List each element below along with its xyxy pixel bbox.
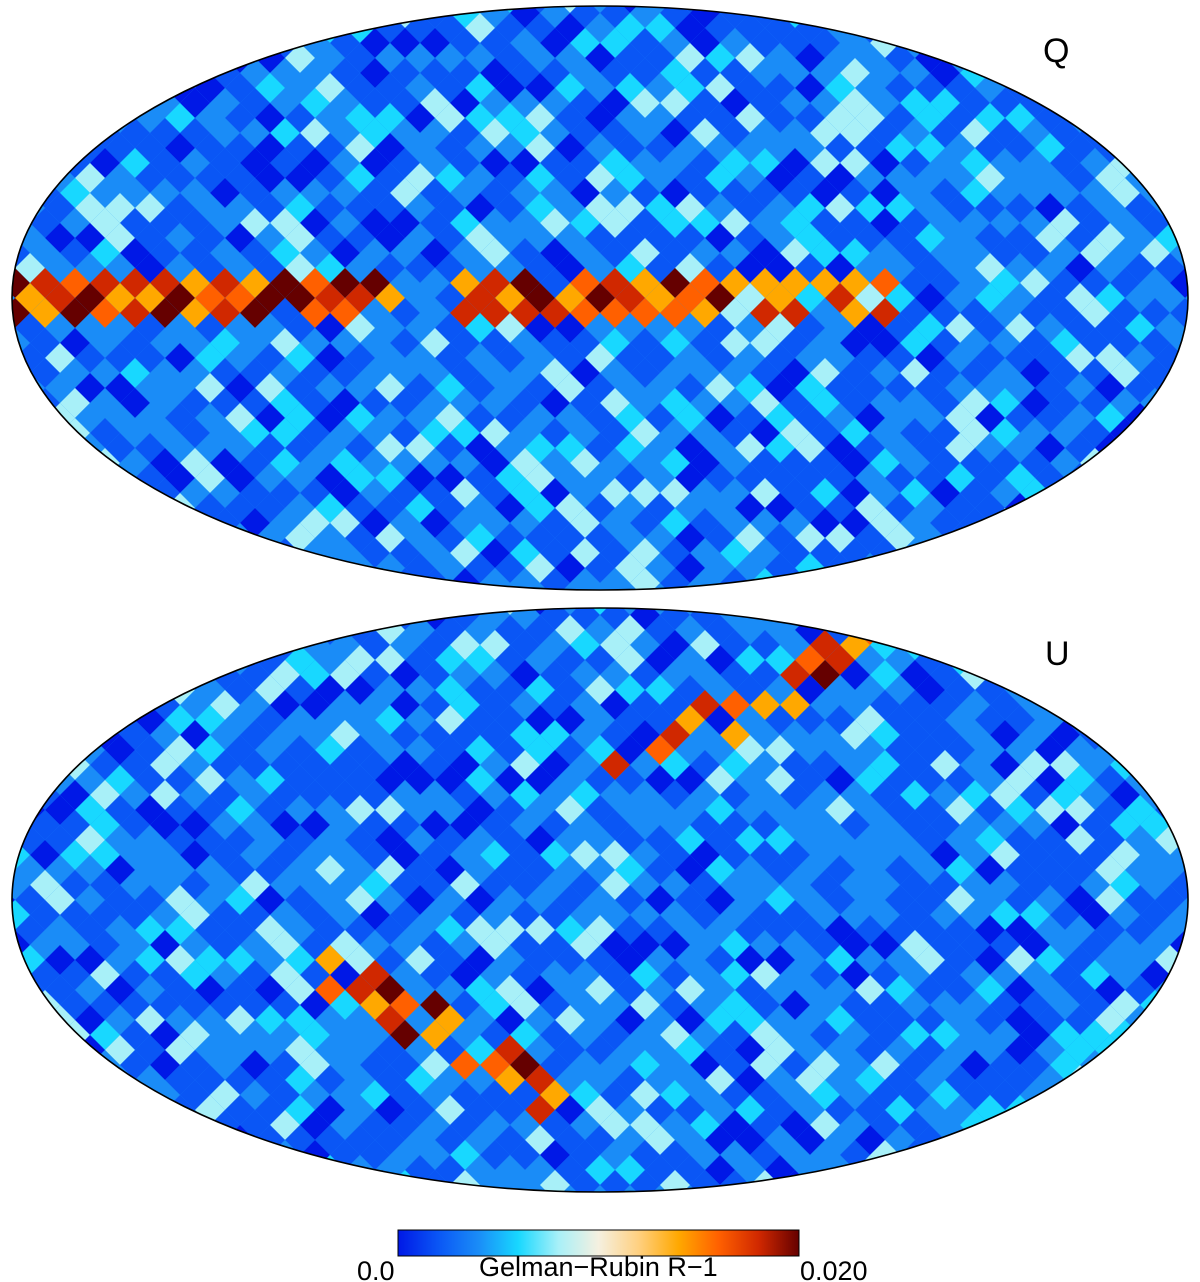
map-panel-q: Q <box>11 5 1189 591</box>
map-outline-u <box>11 607 1189 1193</box>
map-panel-u: U <box>11 607 1189 1193</box>
colorbar-max-label: 0.020 <box>800 1256 868 1282</box>
colorbar-title: Gelman−Rubin R−1 <box>479 1252 718 1282</box>
map-cells-u <box>12 608 1188 1192</box>
panel-label-u: U <box>1045 635 1070 673</box>
map-outline-q <box>11 5 1189 591</box>
colorbar-gradient <box>397 1229 800 1257</box>
map-cells-q <box>12 6 1188 590</box>
colorbar: 0.0 Gelman−Rubin R−1 0.020 <box>357 1229 868 1282</box>
panel-label-q: Q <box>1043 32 1069 70</box>
colorbar-min-label: 0.0 <box>357 1256 395 1282</box>
